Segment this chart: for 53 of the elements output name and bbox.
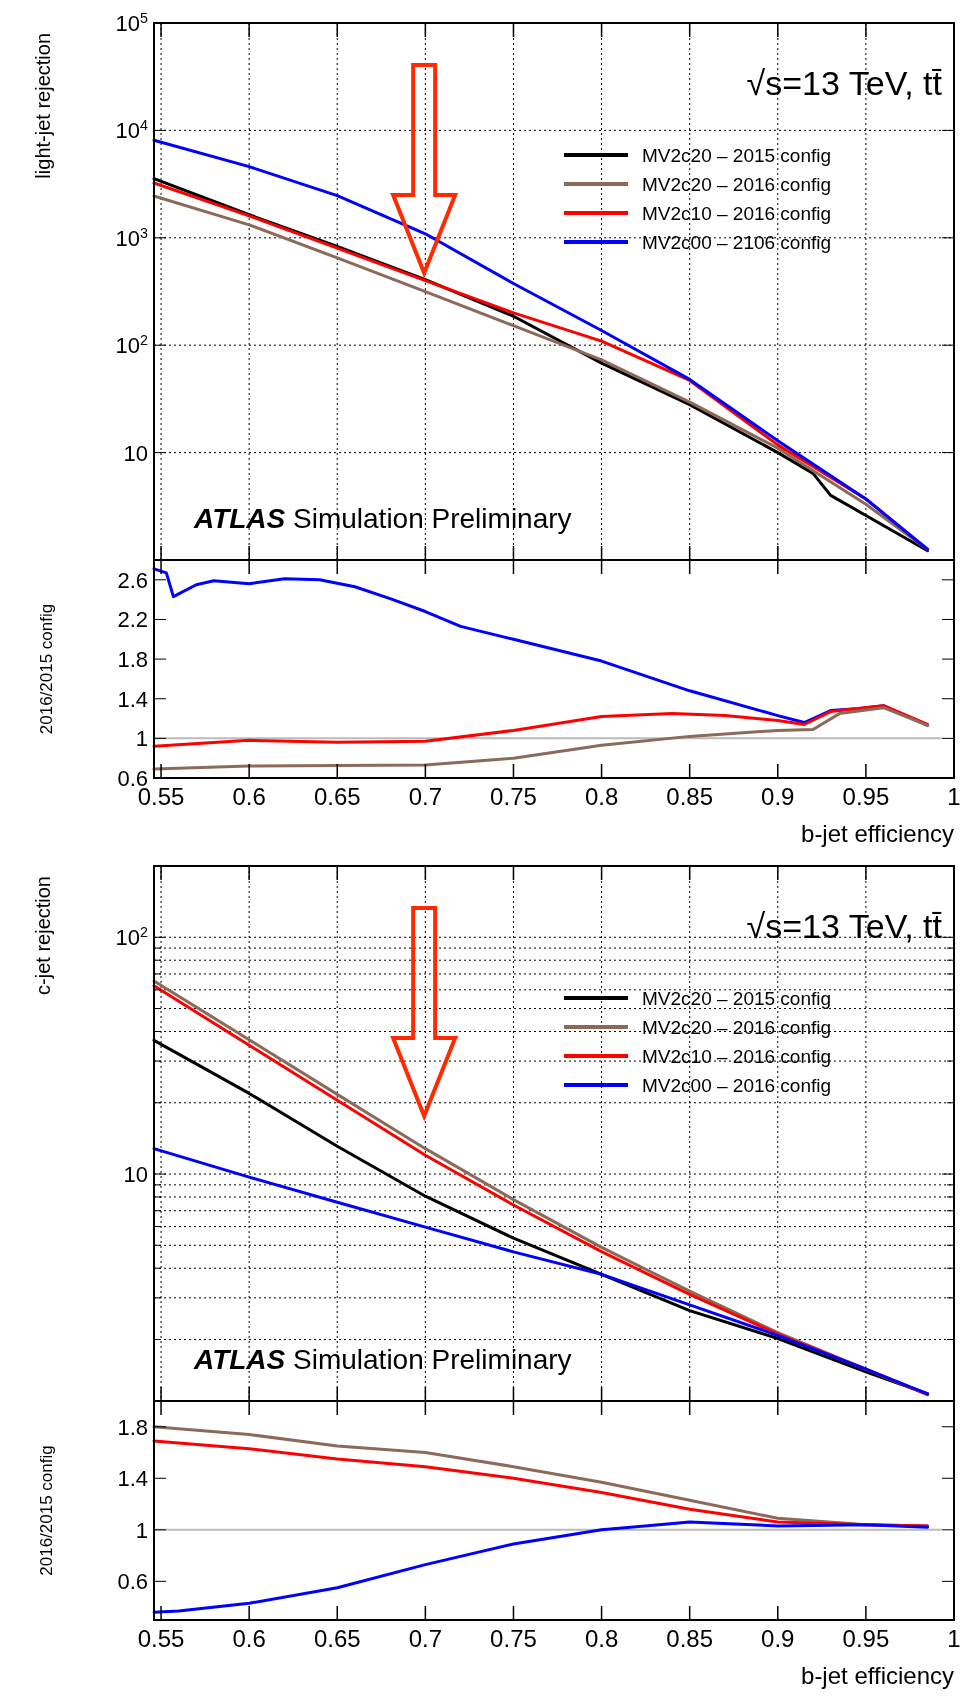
x-tick-label: 0.95 <box>842 783 890 810</box>
y-axis-title: 2016/2015 config <box>37 1445 56 1576</box>
legend-label: MV2c10 – 2016 config <box>642 1046 832 1067</box>
y-tick-label: 10 <box>123 1162 148 1188</box>
x-tick-label: 1 <box>947 783 960 810</box>
x-tick-label: 0.8 <box>584 1625 619 1652</box>
y-tick-label: 2.6 <box>117 567 148 593</box>
legend-label: MV2c00 – 2016 config <box>642 1075 832 1096</box>
legend-label: MV2c20 – 2015 config <box>642 145 832 166</box>
y-tick-label: 10$^{2}$ <box>115 332 149 359</box>
x-tick-label: 0.7 <box>408 783 443 810</box>
x-tick-label: 1 <box>947 1625 960 1652</box>
legend-label: MV2c20 – 2016 config <box>642 1017 832 1038</box>
y-tick-label: 2.2 <box>117 607 148 633</box>
x-tick-label: 0.85 <box>666 1625 714 1652</box>
y-axis-title: 2016/2015 config <box>37 603 56 735</box>
x-tick-label: 0.65 <box>313 783 361 810</box>
legend-label: MV2c20 – 2015 config <box>642 988 832 1009</box>
y-axis-title: light-jet rejection <box>32 33 54 179</box>
y-tick-label: 10$^{5}$ <box>115 10 149 36</box>
x-tick-label: 0.55 <box>137 1625 185 1652</box>
legend-label: MV2c10 – 2016 config <box>642 203 832 224</box>
x-tick-label: 0.65 <box>313 1625 361 1652</box>
x-axis-title: b-jet efficiency <box>801 820 954 847</box>
x-tick-label: 0.75 <box>490 783 537 810</box>
legend-label: MV2c20 – 2016 config <box>642 174 832 195</box>
x-tick-label: 0.9 <box>761 783 795 810</box>
y-tick-label: 0.6 <box>117 1569 148 1595</box>
annotation: √s=13 TeV, tt̄ <box>746 907 943 945</box>
y-axis-title: c-jet rejection <box>32 876 54 995</box>
x-tick-label: 0.6 <box>232 783 266 810</box>
y-tick-label: 10 <box>123 440 148 466</box>
x-tick-label: 0.85 <box>666 783 714 810</box>
x-axis-title: b-jet efficiency <box>801 1662 954 1689</box>
annotation: ATLAS Simulation Preliminary <box>193 503 572 534</box>
y-tick-label: 1 <box>135 1517 148 1543</box>
annotation: √s=13 TeV, tt̄ <box>746 64 943 102</box>
x-tick-label: 0.8 <box>584 783 619 810</box>
x-tick-label: 0.75 <box>490 1625 537 1652</box>
y-tick-label: 10$^{3}$ <box>115 224 149 251</box>
y-tick-label: 1 <box>135 726 148 752</box>
y-tick-label: 1.4 <box>117 1466 148 1492</box>
y-tick-label: 1.8 <box>117 1414 148 1440</box>
x-tick-label: 0.6 <box>232 1625 266 1652</box>
x-tick-label: 0.7 <box>408 1625 443 1652</box>
annotation: ATLAS Simulation Preliminary <box>193 1344 572 1375</box>
y-tick-label: 10$^{2}$ <box>115 924 149 951</box>
legend-label: MV2c00 – 2106 config <box>642 232 832 253</box>
x-tick-label: 0.95 <box>842 1625 890 1652</box>
y-tick-label: 10$^{4}$ <box>115 117 149 144</box>
y-tick-label: 1.4 <box>117 686 148 712</box>
x-tick-label: 0.9 <box>761 1625 795 1652</box>
y-tick-label: 1.8 <box>117 647 148 673</box>
